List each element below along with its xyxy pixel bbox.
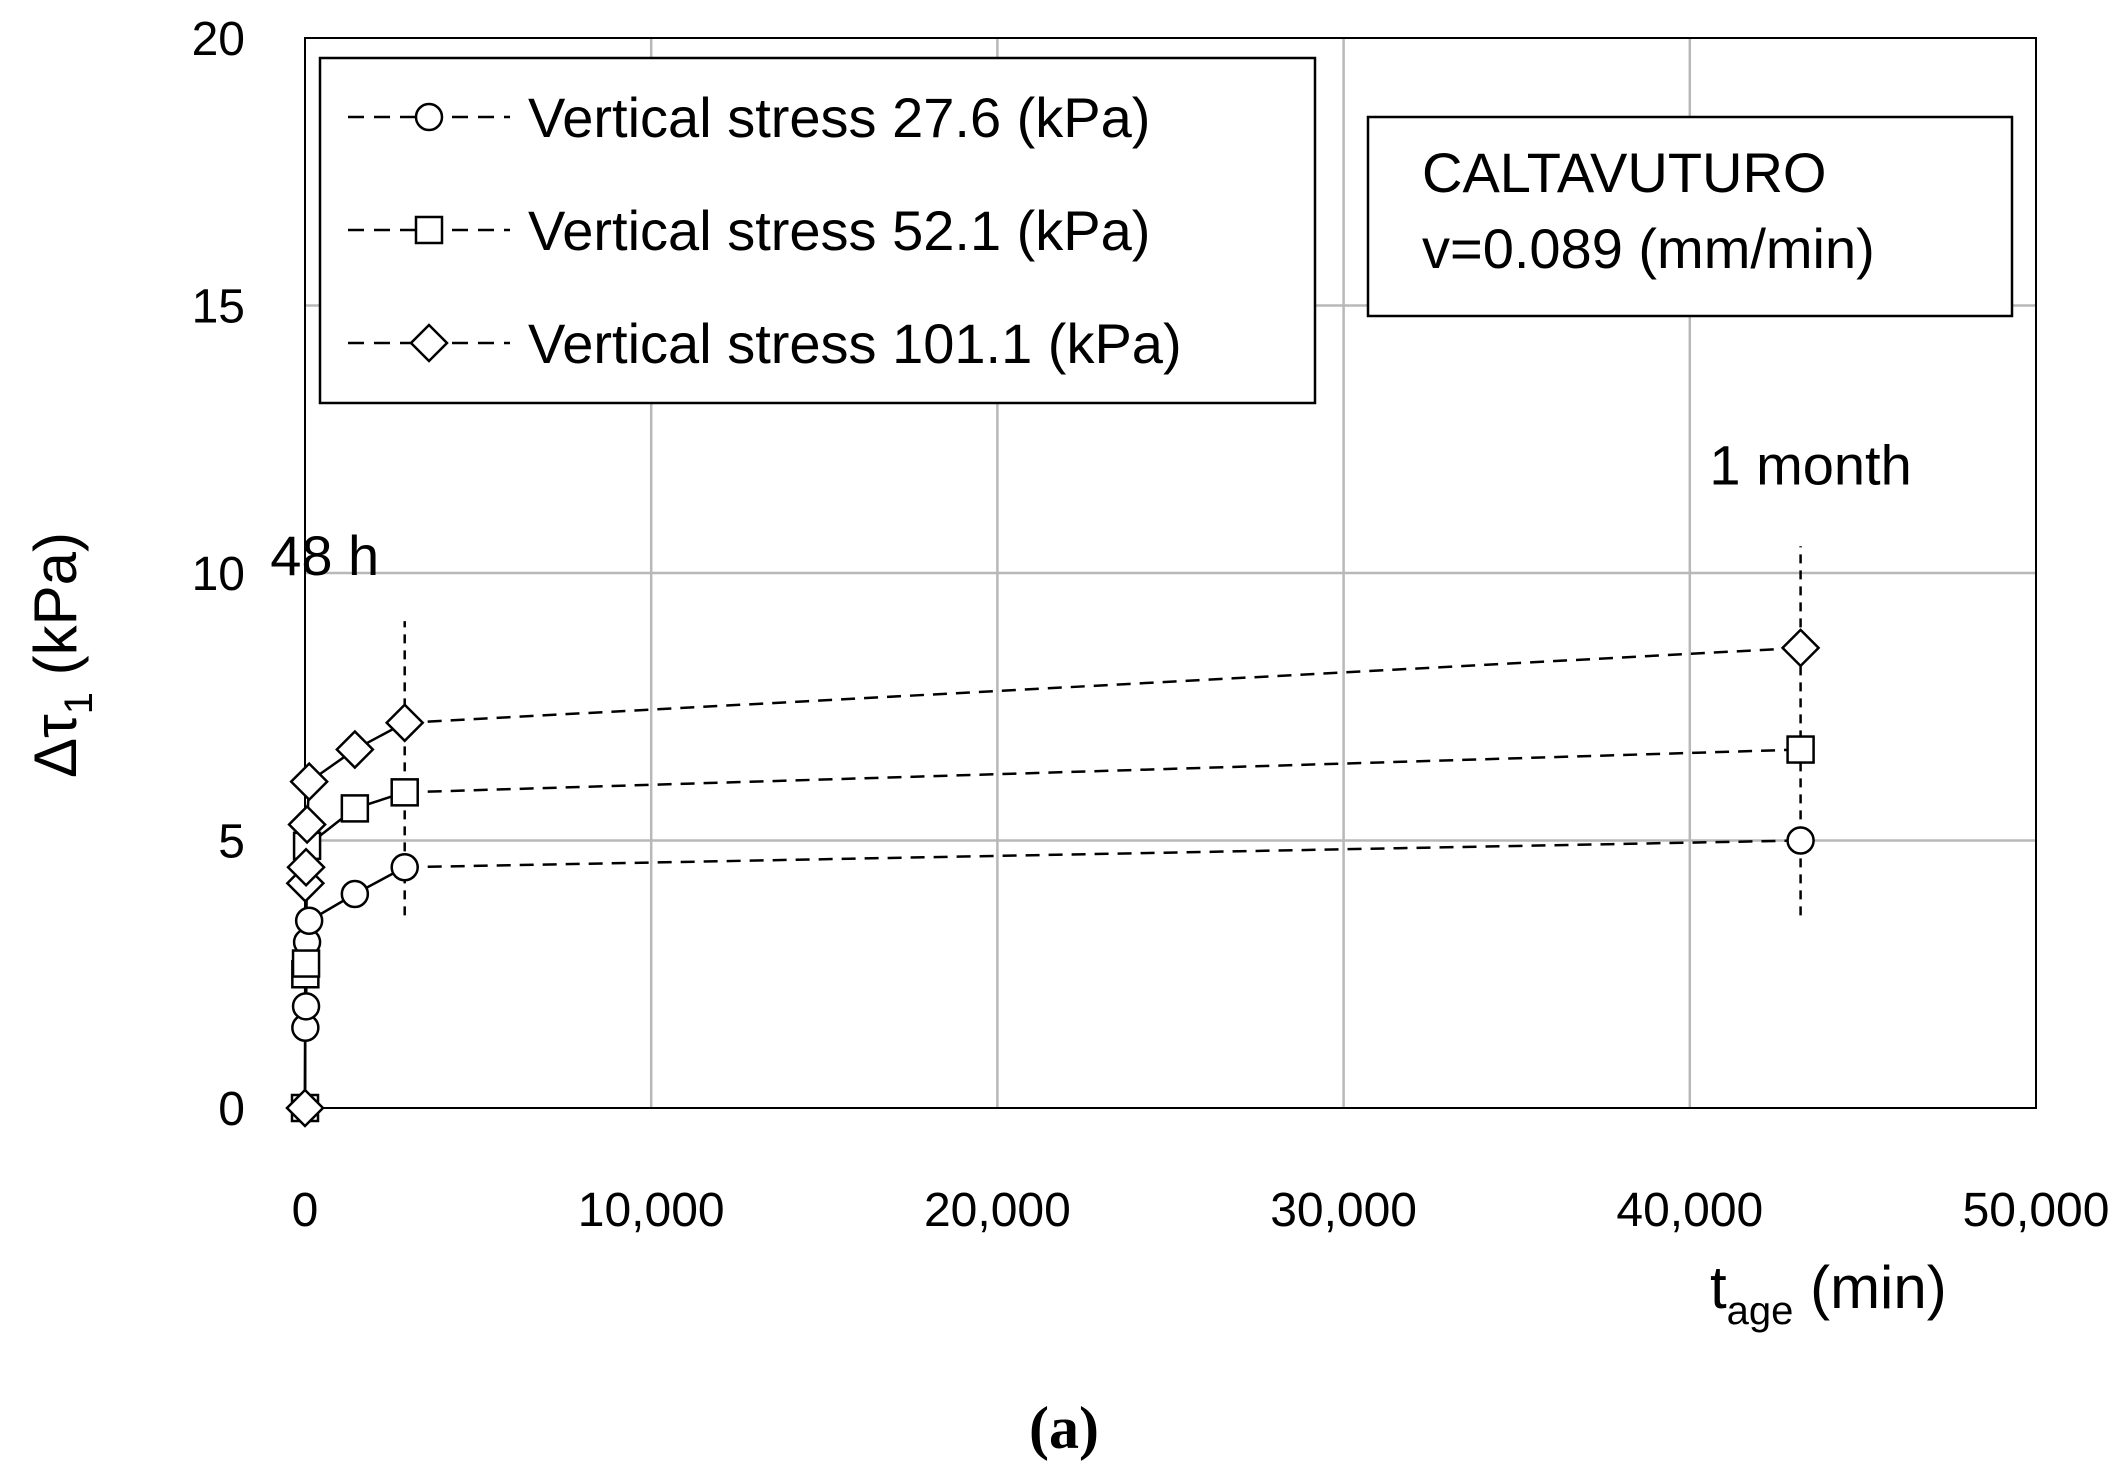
reference-label-1-month: 1 month (1709, 433, 1911, 496)
figure-caption: (a) (1029, 1395, 1099, 1461)
data-point-circle (294, 906, 324, 935)
plot-border (304, 37, 2037, 1109)
y-tick-label: 10 (192, 548, 245, 601)
y-tick-label: 20 (192, 13, 245, 66)
data-point-diamond (1780, 628, 1821, 668)
data-point-square (340, 794, 370, 823)
x-tick-label: 10,000 (578, 1184, 725, 1237)
data-point-diamond (285, 1088, 325, 1128)
x-tick-label: 0 (292, 1184, 319, 1237)
x-axis-title: tage (min) (1710, 1254, 1947, 1333)
data-point-square (291, 949, 321, 978)
x-tick-label: 20,000 (924, 1184, 1071, 1237)
data-markers (285, 628, 1821, 1128)
legend-marker-circle (414, 102, 444, 132)
data-point-circle (390, 853, 419, 882)
y-tick-label: 15 (192, 281, 245, 334)
data-point-diamond (287, 804, 327, 845)
data-point-circle (1786, 826, 1815, 855)
y-tick-label: 5 (218, 816, 245, 869)
data-point-square (390, 778, 419, 807)
x-tick-label: 30,000 (1270, 1184, 1417, 1237)
legend-label: Vertical stress 27.6 (kPa) (528, 86, 1150, 149)
data-point-diamond (384, 703, 425, 743)
legend: Vertical stress 27.6 (kPa) Vertical stres… (318, 56, 1317, 405)
x-tick-label: 50,000 (1963, 1184, 2110, 1237)
y-tick-label: 0 (218, 1083, 245, 1136)
data-point-square (1786, 735, 1815, 764)
series-trend-square (404, 748, 1801, 794)
data-point-circle (291, 992, 321, 1021)
data-point-diamond (286, 847, 326, 888)
info-box-site: CALTAVUTURO (1422, 141, 1826, 204)
data-point-circle (340, 879, 370, 909)
legend-items: Vertical stress 27.6 (kPa) Vertical stres… (348, 86, 1182, 375)
data-point-diamond (289, 761, 329, 802)
info-box: CALTAVUTURO v=0.089 (mm/min) (1366, 115, 2014, 318)
legend-marker-square (414, 215, 444, 245)
info-box-velocity: v=0.089 (mm/min) (1422, 217, 1875, 280)
series-trend-diamond (404, 646, 1801, 725)
legend-label: Vertical stress 101.1 (kPa) (528, 312, 1182, 375)
x-tick-labels: 0 10,000 20,000 30,000 40,000 50,000 (292, 1184, 2110, 1237)
data-point-diamond (335, 729, 375, 770)
legend-marker-diamond (409, 323, 449, 363)
series-trend-circle (404, 839, 1801, 869)
x-tick-label: 40,000 (1616, 1184, 1763, 1237)
info-box-frame (1366, 115, 2014, 318)
reference-label-48h: 48 h (270, 524, 379, 587)
y-axis-title: Δτ1 (kPa) (22, 532, 101, 778)
legend-label: Vertical stress 52.1 (kPa) (528, 199, 1150, 262)
y-tick-labels: 0 5 10 15 20 (192, 13, 245, 1136)
